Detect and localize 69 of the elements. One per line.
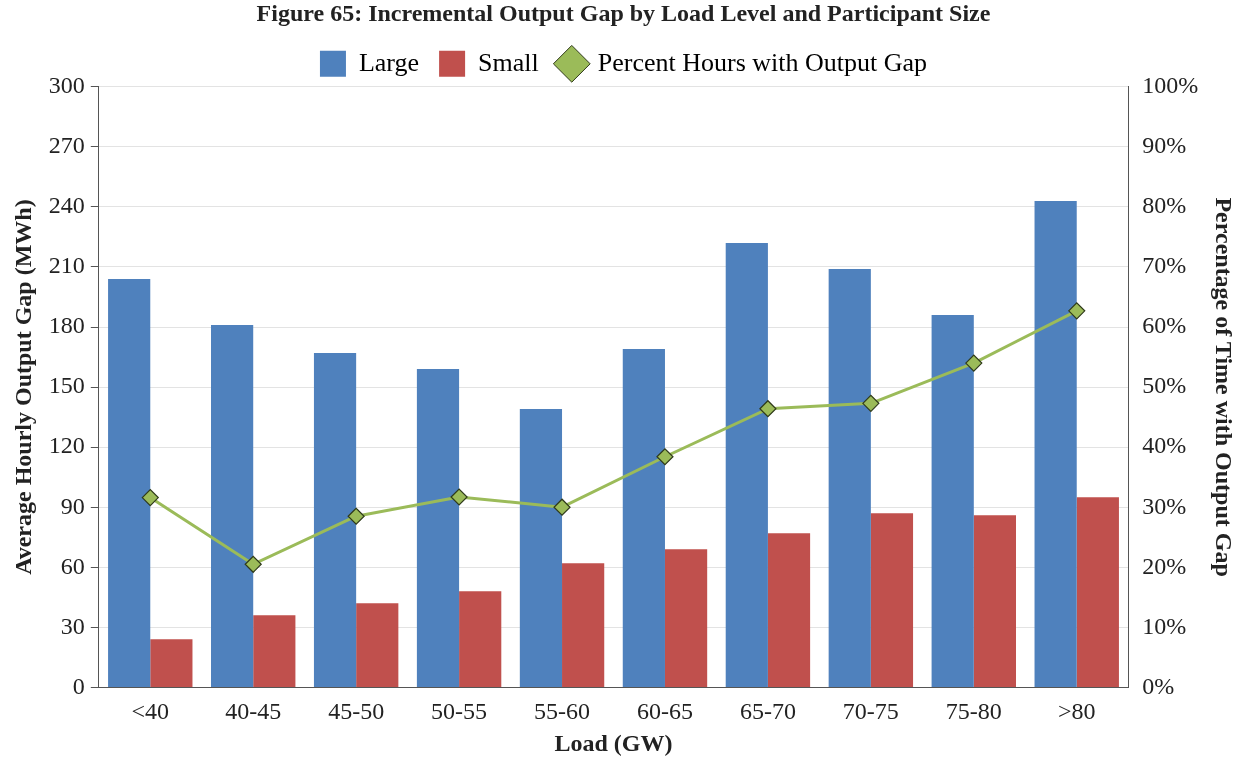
bar [828, 268, 871, 687]
y-tick-label: 60 [60, 552, 85, 579]
point [244, 555, 262, 573]
bar [931, 315, 974, 687]
y2-tick-label: 90% [1142, 132, 1187, 159]
y-tick-label: 0 [72, 672, 85, 699]
y-tick-label: 150 [48, 372, 85, 399]
bar [253, 615, 296, 687]
bar [622, 349, 665, 687]
point [759, 400, 777, 418]
bar [664, 549, 708, 687]
bar [973, 515, 1016, 687]
y2-tick-label: 70% [1142, 252, 1187, 279]
bar [870, 513, 914, 687]
x-tick-label: 40-45 [225, 698, 282, 725]
bar [108, 278, 151, 687]
bar [725, 242, 768, 687]
bar [562, 563, 605, 687]
bar [150, 639, 193, 687]
point [141, 489, 159, 507]
y2-tick-label: 10% [1142, 612, 1187, 639]
y2-tick-label: 20% [1142, 552, 1187, 579]
y2-axis-title: Percentage of Time with Output Gap [1211, 197, 1238, 577]
bar [356, 603, 399, 687]
y-tick-label: 30 [60, 612, 85, 639]
point [862, 394, 880, 412]
y2-tick-label: 40% [1142, 432, 1187, 459]
y-tick-label: 270 [48, 132, 85, 159]
y2-tick-label: 0% [1142, 672, 1175, 699]
legend-label: Percent Hours with Output Gap [597, 47, 928, 77]
legend-label: Small [478, 47, 539, 77]
y2-tick-label: 100% [1142, 72, 1199, 99]
x-tick-label: 70-75 [842, 698, 899, 725]
y-tick-label: 120 [48, 432, 85, 459]
x-tick-label: >80 [1057, 698, 1096, 725]
y2-tick-label: 50% [1142, 372, 1187, 399]
point [553, 498, 571, 516]
bar [1076, 497, 1119, 687]
x-tick-label: 65-70 [739, 698, 796, 725]
x-tick-label: 75-80 [945, 698, 1002, 725]
point [347, 507, 365, 525]
legend-label: Large [358, 47, 420, 77]
point [656, 448, 674, 466]
y2-tick-label: 60% [1142, 312, 1187, 339]
y2-tick-label: 80% [1142, 192, 1187, 219]
bar [767, 533, 811, 687]
x-tick-label: 60-65 [636, 698, 693, 725]
y-tick-label: 300 [48, 72, 85, 99]
bar [459, 591, 502, 687]
x-axis-title: Load (GW) [554, 729, 673, 756]
point [965, 354, 983, 372]
bar [416, 369, 460, 687]
bar [1034, 200, 1077, 687]
x-tick-label: <40 [131, 698, 170, 725]
x-tick-label: 45-50 [328, 698, 385, 725]
point [1068, 302, 1086, 320]
bar [211, 325, 254, 687]
x-tick-label: 50-55 [431, 698, 488, 725]
y2-tick-label: 30% [1142, 492, 1187, 519]
y-tick-label: 90 [60, 492, 85, 519]
y-tick-label: 240 [48, 192, 85, 219]
bar [313, 353, 357, 687]
y-axis-title: Average Hourly Output Gap (MWh) [9, 199, 36, 575]
y-tick-label: 180 [48, 312, 85, 339]
chart-title: Figure 65: Incremental Output Gap by Load Level and Participant Size [256, 0, 991, 26]
bar [519, 409, 563, 687]
y-tick-label: 210 [48, 252, 85, 279]
point [450, 488, 468, 506]
x-tick-label: 55-60 [534, 698, 591, 725]
